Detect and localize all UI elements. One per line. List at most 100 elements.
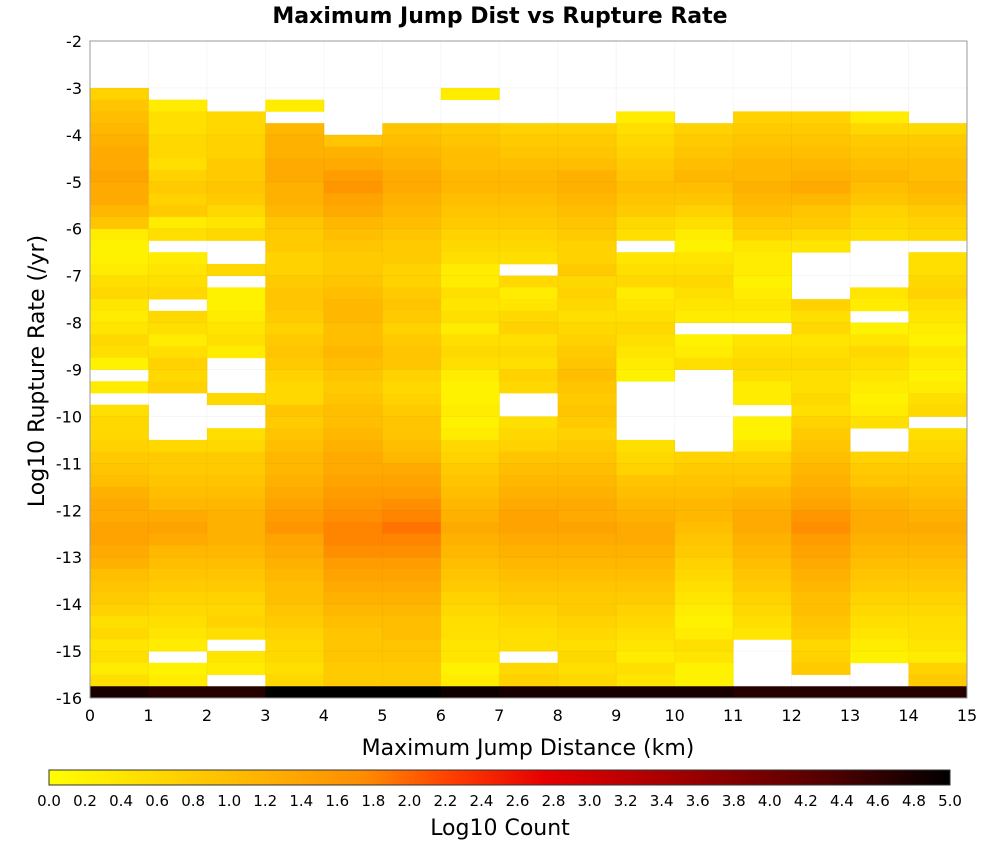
heatmap-cell (90, 522, 149, 535)
heatmap-cell (908, 381, 968, 394)
heatmap-cell (674, 263, 734, 277)
heatmap-cell (90, 486, 149, 499)
colorbar-tick-label: 4.4 (830, 792, 854, 810)
heatmap-cell (850, 463, 909, 476)
heatmap-cell (382, 146, 442, 159)
heatmap-cell (557, 451, 617, 464)
heatmap-cell (323, 240, 383, 253)
heatmap-cell (206, 662, 266, 675)
heatmap-cell (90, 240, 149, 253)
heatmap-cell (674, 310, 734, 323)
heatmap-cell (148, 545, 208, 558)
heatmap-cell (557, 392, 617, 406)
heatmap-cell (616, 463, 676, 476)
y-axis-ticks: -2 -3 -4 -5 -6 -7 -8 -9 -10 -11 -12 -13 -14 -15 -16 (56, 32, 82, 708)
heatmap-cell (791, 334, 851, 347)
colorbar-tick-label: 4.6 (866, 792, 890, 810)
heatmap-cell (148, 275, 208, 288)
heatmap-cell (499, 299, 559, 312)
y-tick-label: -8 (66, 314, 82, 333)
heatmap-cell (382, 404, 442, 417)
heatmap-cell (791, 111, 851, 124)
heatmap-cell (90, 252, 149, 265)
heatmap-cell (850, 369, 909, 382)
heatmap-cell (557, 299, 617, 312)
heatmap-cell (90, 158, 149, 171)
heatmap-cell (265, 252, 325, 265)
x-axis-ticks: 0 1 2 3 4 5 6 7 8 9 10 11 12 13 14 15 (85, 706, 977, 725)
heatmap-cell (499, 662, 559, 675)
heatmap-cell (382, 627, 442, 640)
heatmap-cell (323, 439, 383, 453)
heatmap-cell (148, 475, 208, 488)
heatmap-cell (265, 416, 325, 429)
heatmap-cell (265, 627, 325, 640)
heatmap-cell (265, 216, 325, 230)
heatmap-cell (733, 357, 792, 370)
heatmap-cell (265, 674, 325, 687)
heatmap-cell (616, 346, 676, 359)
heatmap-cell (323, 592, 383, 605)
x-tick-label: 10 (664, 706, 684, 725)
heatmap-cell (791, 522, 851, 535)
heatmap-cell (908, 568, 968, 582)
heatmap-cell (382, 263, 442, 277)
heatmap-cell (733, 334, 792, 347)
colorbar-tick-label: 1.6 (325, 792, 349, 810)
heatmap-cell (674, 592, 734, 605)
heatmap-cell (674, 498, 734, 511)
heatmap-cell (557, 334, 617, 347)
heatmap-cell (206, 392, 266, 406)
x-tick-label: 4 (319, 706, 329, 725)
heatmap-cell (206, 533, 266, 546)
heatmap-cell (90, 357, 149, 370)
colorbar-tick-label: 0.2 (73, 792, 97, 810)
heatmap-cell (382, 158, 442, 171)
heatmap-cell (499, 545, 559, 558)
colorbar-tick-label: 2.8 (542, 792, 566, 810)
heatmap-cell (850, 193, 909, 206)
y-tick-label: -11 (56, 454, 82, 473)
heatmap-cell (323, 545, 383, 558)
heatmap-cell (674, 522, 734, 535)
heatmap-cell (148, 533, 208, 546)
heatmap-cell (265, 428, 325, 441)
heatmap-cell (616, 592, 676, 605)
heatmap-cell (206, 123, 266, 136)
heatmap-cell (616, 205, 676, 218)
x-tick-label: 2 (202, 706, 212, 725)
heatmap-cell (382, 498, 442, 511)
heatmap-cell (616, 651, 676, 664)
heatmap-cell (674, 674, 734, 687)
heatmap-cell (850, 381, 909, 394)
heatmap-cell (382, 545, 442, 558)
heatmap-cell (265, 557, 325, 570)
heatmap-cell (90, 545, 149, 558)
heatmap-cell (850, 592, 909, 605)
heatmap-cell (148, 486, 208, 499)
heatmap-cell (908, 498, 968, 511)
heatmap-cell (850, 580, 909, 593)
heatmap-cell (616, 545, 676, 558)
heatmap-cell (850, 627, 909, 640)
heatmap-cell (674, 146, 734, 159)
heatmap-cell (616, 498, 676, 511)
heatmap-cell (557, 240, 617, 253)
heatmap-cell (323, 181, 383, 194)
heatmap-cell (557, 228, 617, 241)
heatmap-cell (323, 533, 383, 546)
heatmap-cell (850, 604, 909, 617)
heatmap-cell (440, 263, 500, 277)
heatmap-cell (90, 639, 149, 652)
heatmap-cell (323, 662, 383, 675)
heatmap-cell (323, 134, 383, 147)
heatmap-cell (265, 146, 325, 159)
heatmap-cell (791, 310, 851, 323)
heatmap-cell (499, 346, 559, 359)
heatmap-cell (791, 134, 851, 147)
heatmap-cell (440, 205, 500, 218)
heatmap-cell (557, 533, 617, 546)
heatmap-cell (674, 346, 734, 359)
heatmap-cell (616, 580, 676, 593)
heatmap-cell (90, 439, 149, 453)
